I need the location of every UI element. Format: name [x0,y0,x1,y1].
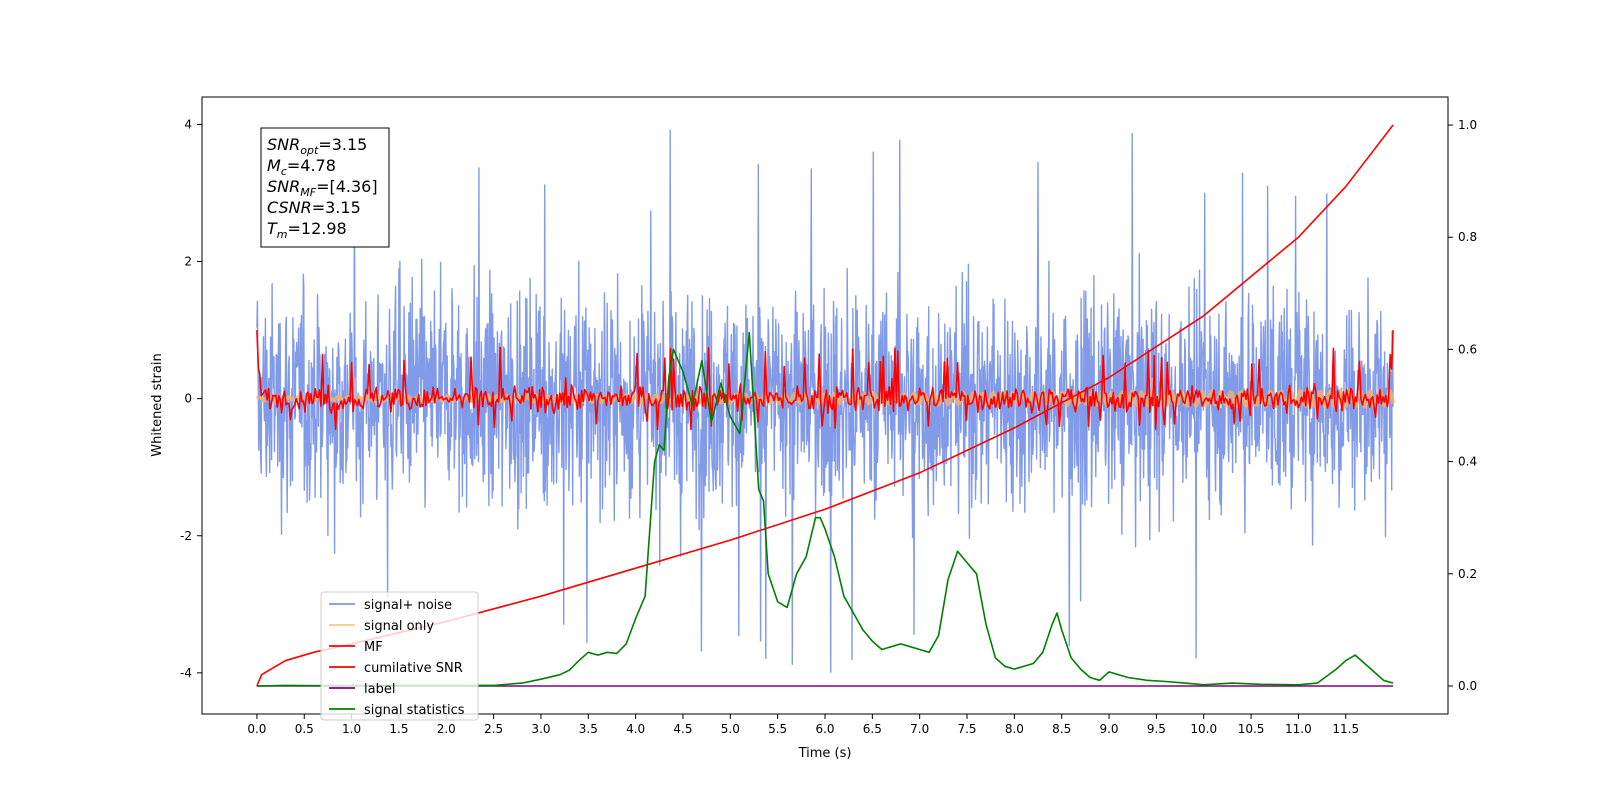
info-symbol: CSNR [267,198,312,217]
x-tick-label: 6.5 [863,722,882,736]
x-tick-label: 7.0 [910,722,929,736]
y-axis-left: -4 -2 0 2 4 [180,117,202,680]
series-signal-statistics-line [256,331,1394,687]
y-left-tick-label: -2 [180,529,192,543]
x-tick-label: 5.0 [721,722,740,736]
x-tick-label: 0.5 [295,722,314,736]
x-tick-label: 11.0 [1285,722,1312,736]
info-subscript: MF [300,186,316,199]
x-tick-label: 11.5 [1332,722,1359,736]
info-subscript: opt [300,144,319,157]
legend-entry: cumilative SNR [364,661,463,676]
x-tick-label: 9.0 [1099,722,1118,736]
y-left-tick-label: 4 [184,117,192,131]
legend-entry: signal only [364,619,434,634]
x-tick-label: 6.0 [815,722,834,736]
x-tick-label: 0.0 [247,722,266,736]
info-symbol: SNR [267,135,300,154]
y-right-tick-label: 0.2 [1458,567,1477,581]
info-symbol: SNR [267,177,300,196]
info-line: Mc=4.78 [267,156,336,178]
y-left-tick-label: -4 [180,666,192,680]
x-tick-label: 3.0 [531,722,550,736]
info-value: =3.15 [312,198,361,217]
y-right-tick-label: 1.0 [1458,118,1477,132]
legend: signal+ noise signal only MF cumilative SNR… [320,591,479,721]
legend-entry: signal statistics [364,703,465,718]
x-tick-label: 2.5 [484,722,503,736]
x-tick-label: 5.5 [768,722,787,736]
info-value: =3.15 [318,135,367,154]
info-box: SNRopt=3.15Mc=4.78SNRMF=[4.36]CSNR=3.15T… [260,127,390,248]
x-tick-label: 8.5 [1052,722,1071,736]
x-tick-label: 7.5 [957,722,976,736]
info-value: =4.78 [287,156,336,175]
y-right-tick-label: 0.4 [1458,455,1477,469]
series-cumilative-snr-line [256,124,1394,687]
x-tick-label: 2.0 [437,722,456,736]
info-box-frame [260,127,390,248]
x-tick-label: 3.5 [579,722,598,736]
y-axis-label: Whitened strain [150,353,165,456]
legend-entry: MF [364,640,383,655]
x-axis-label: Time (s) [798,746,852,761]
y-right-tick-label: 0.0 [1458,679,1477,693]
x-tick-label: 8.0 [1005,722,1024,736]
x-axis: 0.0 0.5 1.0 1.5 2.0 2.5 3.0 3.5 4.0 4.5 5.0 5.5 6.0 6… [247,714,1359,736]
info-line: SNRopt=3.15 [267,135,367,157]
legend-entry: label [364,682,395,697]
x-tick-label: 1.5 [389,722,408,736]
info-value: =12.98 [288,219,347,238]
x-tick-label: 10.0 [1190,722,1217,736]
x-tick-label: 4.0 [626,722,645,736]
x-tick-label: 1.0 [342,722,361,736]
y-axis-right: 0.0 0.2 0.4 0.6 0.8 1.0 [1448,118,1477,693]
info-subscript: c [281,165,287,178]
info-symbol: T [267,219,278,238]
legend-frame [320,591,479,721]
x-tick-label: 9.5 [1147,722,1166,736]
series-layer [255,124,1396,687]
y-right-tick-label: 0.8 [1458,230,1477,244]
info-line: Tm=12.98 [267,219,347,241]
x-tick-label: 4.5 [673,722,692,736]
legend-entry: signal+ noise [364,598,452,613]
series-mf-line [256,330,1394,431]
info-symbol: M [267,156,281,175]
x-tick-label: 10.5 [1238,722,1265,736]
info-value: =[4.36] [316,177,378,196]
info-subscript: m [277,228,288,241]
info-line: CSNR=3.15 [267,198,361,217]
y-left-tick-label: 2 [184,255,192,269]
info-line: SNRMF=[4.36] [267,177,378,199]
y-right-tick-label: 0.6 [1458,342,1477,356]
y-left-tick-label: 0 [184,392,192,406]
